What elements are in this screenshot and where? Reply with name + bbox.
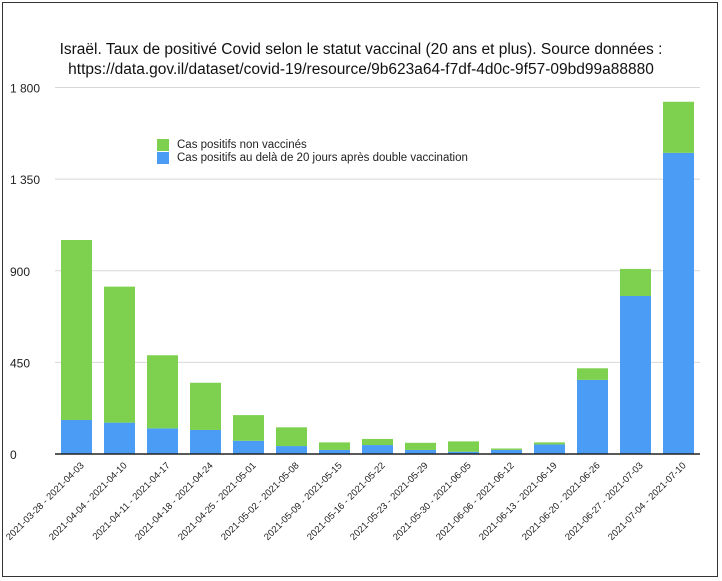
legend-item-unvaccinated: Cas positifs non vaccinés [157,138,468,151]
bar-segment [61,419,92,454]
x-tick-label: 2021-07-04 - 2021-07-10 [606,460,688,542]
bar-segment [362,445,393,454]
bar-segment [233,440,264,454]
x-tick-label: 2021-05-23 - 2021-05-29 [348,460,430,542]
bar-segment [577,368,608,380]
bar-segment [190,429,221,454]
bar-segment [620,295,651,454]
bar-segment [104,286,135,423]
x-tick-label: 2021-04-04 - 2021-04-10 [47,460,129,542]
bar-segment [405,449,436,454]
y-tick-label: 1 800 [10,82,40,96]
bar-segment [362,438,393,446]
chart-title: Israël. Taux de positivé Covid selon le … [0,40,722,80]
bar-segment [319,442,350,450]
bar-segment [491,449,522,454]
bar-segment [276,427,307,447]
bar-segment [190,382,221,430]
bar-segment [491,448,522,450]
x-tick-label: 2021-04-18 - 2021-04-24 [133,460,215,542]
bar-segment [534,442,565,445]
x-tick-label: 2021-03-28 - 2021-04-03 [4,460,86,542]
bar-segment [663,101,694,153]
x-tick-label: 2021-06-27 - 2021-07-03 [563,460,645,542]
title-line-2: https://data.gov.il/dataset/covid-19/res… [68,61,654,78]
bar-segment [577,379,608,454]
title-line-1: Israël. Taux de positivé Covid selon le … [59,41,663,58]
legend-swatch-green [157,138,169,151]
bar-segment [147,428,178,454]
bar-segment [104,422,135,454]
legend: Cas positifs non vaccinés Cas positifs a… [157,138,468,164]
y-tick-label: 1 350 [10,173,40,187]
y-tick-label: 0 [10,448,17,462]
bar-segment [448,441,479,452]
bar-segment [448,451,479,454]
bar-segment [319,449,350,454]
x-tick-label: 2021-05-09 - 2021-05-15 [262,460,344,542]
y-tick-label: 450 [10,356,30,370]
bar-segment [233,415,264,441]
y-tick-label: 900 [10,265,30,279]
legend-swatch-blue [157,151,169,164]
bar-segment [147,355,178,429]
bar-segment [405,442,436,450]
x-tick-label: 2021-04-25 - 2021-05-01 [176,460,258,542]
x-tick-label: 2021-05-16 - 2021-05-22 [305,460,387,542]
bar-segment [534,444,565,454]
legend-item-vaccinated: Cas positifs au delà de 20 jours après d… [157,151,468,164]
x-tick-label: 2021-06-20 - 2021-06-26 [520,460,602,542]
bar-segment [61,240,92,420]
bar-segment [276,446,307,454]
x-tick-label: 2021-06-13 - 2021-06-19 [477,460,559,542]
legend-label: Cas positifs non vaccinés [177,138,307,151]
legend-label: Cas positifs au delà de 20 jours après d… [177,151,468,164]
x-tick-label: 2021-04-11 - 2021-04-17 [91,460,173,542]
bar-segment [620,268,651,296]
x-tick-label: 2021-05-02 - 2021-05-08 [219,460,301,542]
x-tick-label: 2021-06-06 - 2021-06-12 [434,460,516,542]
bar-segment [663,152,694,454]
x-tick-label: 2021-05-30 - 2021-06-05 [391,460,473,542]
